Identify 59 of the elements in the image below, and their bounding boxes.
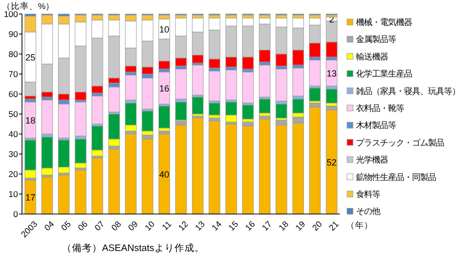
- ytick: 20: [8, 169, 18, 179]
- legend-item: プラスチック・ゴム製品: [346, 137, 444, 148]
- xtick: 17: [260, 218, 274, 233]
- legend-item: その他: [346, 206, 380, 216]
- xtick: 15: [226, 218, 240, 233]
- legend-label: 食料等: [356, 189, 380, 199]
- value-label: 52: [326, 158, 337, 168]
- legend-label: 衣料品・靴等: [356, 103, 404, 113]
- xtick: 13: [192, 218, 207, 233]
- legend-item: 輸送機器: [346, 51, 388, 62]
- legend-label: 光学機器: [356, 154, 388, 165]
- ytick: 80: [8, 49, 18, 59]
- legend-item: 鉱物性生産品・同製品: [346, 172, 436, 182]
- legend-item: 衣料品・靴等: [346, 103, 404, 113]
- legend-item: 機械・電気機器: [346, 17, 412, 27]
- value-label: 10: [159, 24, 170, 34]
- xtick: 11: [160, 218, 174, 232]
- xtick: 07: [92, 218, 106, 233]
- xtick: 04: [42, 218, 56, 233]
- ytick: 30: [8, 149, 18, 159]
- legend-item: 雑品（家具・寝具、玩具等）: [346, 86, 460, 96]
- xtick: 06: [76, 218, 90, 233]
- value-label: 18: [25, 116, 36, 126]
- xtick: 18: [276, 218, 290, 233]
- ytick: 10: [8, 189, 18, 199]
- xtick: 19: [293, 218, 308, 233]
- value-label: 17: [25, 192, 36, 202]
- legend-item: 光学機器: [346, 154, 388, 165]
- xtick: 05: [59, 218, 73, 233]
- value-label: 40: [159, 170, 170, 180]
- legend-label: 輸送機器: [356, 51, 388, 62]
- xtick: 08: [109, 218, 123, 233]
- xtick: 12: [176, 218, 190, 233]
- xtick: 09: [126, 218, 140, 233]
- xtick: 10: [142, 218, 156, 233]
- value-label: 25: [25, 52, 36, 62]
- xtick: 20: [310, 218, 324, 233]
- xtick: 16: [243, 218, 257, 233]
- legend-label: 金属製品等: [356, 34, 396, 44]
- annotation: （備考）ASEANstatsより作成。: [62, 243, 204, 254]
- legend-label: 木材製品等: [356, 120, 396, 130]
- xlabel: （年）: [346, 220, 373, 230]
- ylabel: （比率、%）: [2, 1, 55, 11]
- xtick: 14: [210, 218, 224, 233]
- value-label: 13: [326, 68, 337, 78]
- ytick: 40: [8, 129, 18, 139]
- ytick: 100: [4, 9, 18, 19]
- legend-label: その他: [356, 206, 380, 216]
- value-label: 16: [159, 84, 170, 94]
- legend-item: 化学工業生産品: [346, 68, 412, 79]
- ytick: 70: [8, 69, 18, 79]
- ytick: 90: [8, 29, 18, 39]
- ytick: 0: [13, 209, 18, 219]
- ytick: 50: [8, 109, 18, 119]
- xtick: 21: [326, 218, 341, 233]
- legend-item: 木材製品等: [346, 120, 396, 130]
- legend-item: 金属製品等: [346, 34, 396, 44]
- ytick: 60: [8, 89, 18, 99]
- legend-item: 食料等: [346, 189, 380, 199]
